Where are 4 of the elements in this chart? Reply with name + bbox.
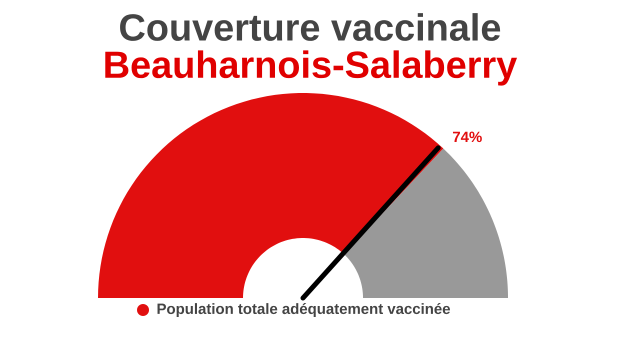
legend-label: Population totale adéquatement vaccinée xyxy=(158,302,450,318)
chart-subtitle: Beauharnois-Salaberry xyxy=(105,50,518,86)
data-label: 74% xyxy=(452,132,482,142)
chart-title: Couverture vaccinale xyxy=(120,13,500,41)
